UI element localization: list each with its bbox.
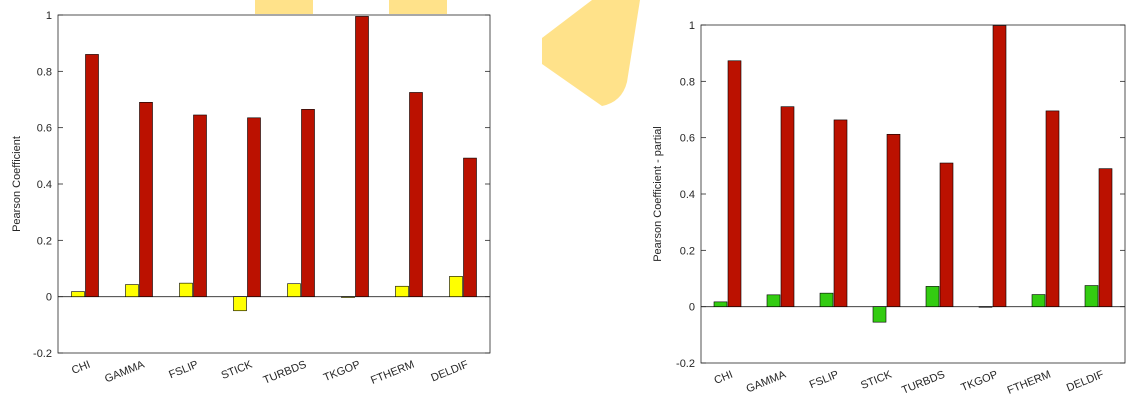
- left-bar-chi-s2: [85, 54, 99, 297]
- left-xtick-label: STICK: [220, 358, 255, 382]
- left-bar-tkgop-s1: [341, 296, 355, 298]
- right-xtick-label: TURBDS: [900, 369, 946, 397]
- right-ytick-label: 1: [689, 20, 695, 32]
- right-xtick-label: TKGOP: [959, 369, 999, 395]
- right-ytick-label: 0.4: [680, 189, 695, 201]
- right-bar-turbds-s2: [939, 162, 954, 307]
- left-xtick-label: CHI: [70, 359, 92, 377]
- left-xtick-label: TURBDS: [262, 359, 308, 387]
- left-bar-tkgop-s2: [355, 16, 369, 297]
- left-bar-ftherm-s1: [395, 285, 409, 297]
- left-ytick-label: 0.4: [37, 179, 52, 191]
- right-ylabel: Pearson Coefficient - partial: [652, 126, 664, 262]
- chart-left: -0.2 0 0.2 0.4 0.6 0.8 1 Pearson Coefficient CHI…: [11, 10, 491, 387]
- left-bar-stick-s1: [233, 296, 247, 312]
- right-xtick-label: FTHERM: [1006, 369, 1053, 397]
- chart-right: -0.2 0 0.2 0.4 0.6 0.8 1 Pearson Coefficient - …: [652, 20, 1126, 397]
- left-ytick-label: -0.2: [33, 348, 52, 360]
- left-bar-gamma-s2: [139, 102, 153, 297]
- right-bar-fslip-s2: [833, 119, 848, 307]
- left-bar-ftherm-s2: [409, 92, 423, 297]
- right-bar-ftherm-s1: [1031, 294, 1046, 307]
- right-ytick-label: -0.2: [676, 358, 695, 370]
- right-ytick-label: 0.2: [680, 245, 695, 257]
- right-bar-tkgop-s1: [978, 306, 993, 308]
- left-ytick-label: 0: [46, 292, 52, 304]
- right-bar-stick-s2: [886, 133, 901, 307]
- right-bar-stick-s1: [872, 306, 887, 323]
- left-xtick-label: DELDIF: [429, 359, 470, 385]
- left-bar-deldif-s1: [449, 276, 463, 297]
- right-bar-chi-s2: [727, 60, 742, 307]
- left-xtick-label: GAMMA: [103, 358, 147, 385]
- left-xtick-label: FSLIP: [167, 359, 200, 382]
- left-bar-fslip-s1: [179, 282, 193, 297]
- left-bar-turbds-s1: [287, 283, 301, 297]
- left-bar-turbds-s2: [301, 109, 315, 297]
- right-bar-turbds-s1: [925, 286, 940, 307]
- right-bar-tkgop-s2: [992, 25, 1007, 307]
- right-ytick-label: 0.8: [680, 76, 695, 88]
- left-bar-gamma-s1: [125, 284, 139, 297]
- right-axes-box: [700, 24, 1126, 364]
- right-bar-gamma-s2: [780, 106, 795, 307]
- right-bar-deldif-s1: [1084, 285, 1099, 307]
- left-ytick-label: 0.6: [37, 123, 52, 135]
- left-bar-deldif-s2: [463, 157, 477, 297]
- right-xtick-label: DELDIF: [1065, 369, 1106, 395]
- left-ytick-label: 1: [46, 10, 52, 22]
- left-ytick-label: 0.8: [37, 66, 52, 78]
- left-xtick-label: FTHERM: [369, 359, 416, 387]
- right-bar-ftherm-s2: [1045, 110, 1060, 307]
- left-axes-box: [57, 14, 491, 354]
- right-bar-gamma-s1: [766, 294, 781, 307]
- right-ytick-label: 0.6: [680, 133, 695, 145]
- left-ylabel: Pearson Coefficient: [11, 136, 23, 232]
- right-xtick-label: FSLIP: [808, 369, 841, 392]
- right-bar-chi-s1: [713, 301, 728, 307]
- right-ytick-label: 0: [689, 302, 695, 314]
- right-bar-deldif-s2: [1098, 168, 1113, 307]
- left-bar-stick-s2: [247, 117, 261, 297]
- left-ytick-label: 0.2: [37, 235, 52, 247]
- left-bar-fslip-s2: [193, 114, 207, 297]
- right-xtick-label: GAMMA: [745, 368, 789, 395]
- left-bar-chi-s1: [71, 291, 85, 297]
- right-xtick-label: STICK: [859, 368, 894, 392]
- right-bar-fslip-s1: [819, 292, 834, 307]
- right-xtick-label: CHI: [713, 369, 735, 387]
- left-xtick-label: TKGOP: [322, 359, 362, 385]
